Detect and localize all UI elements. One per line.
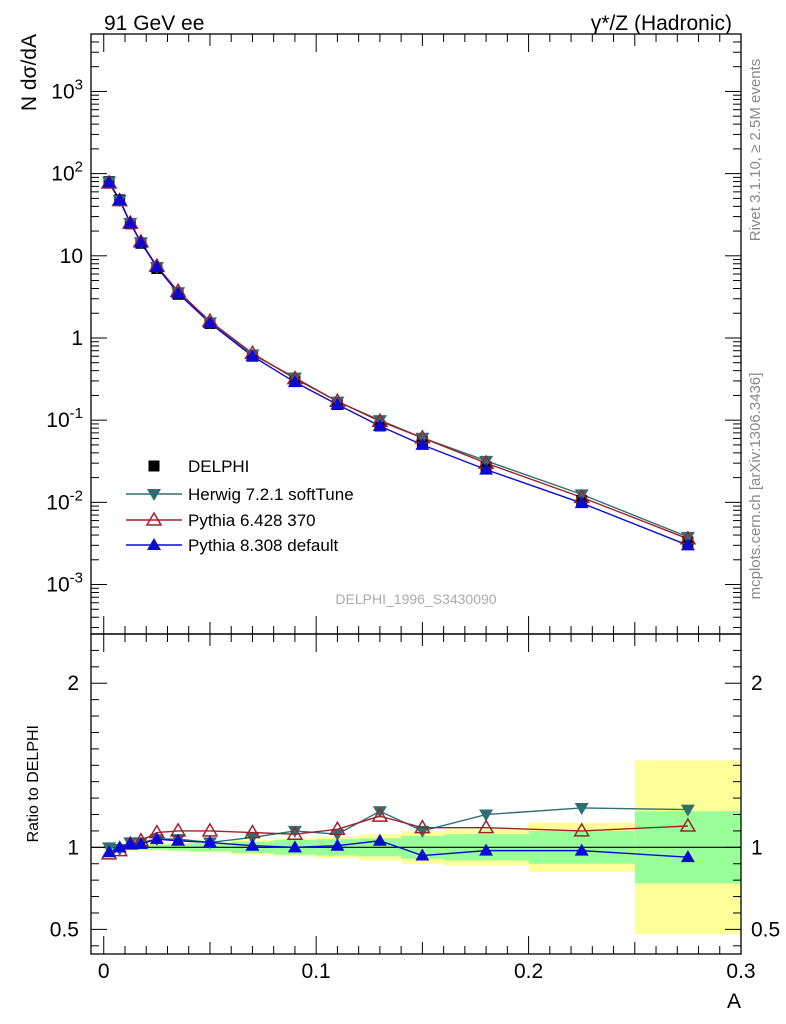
legend-label-herwig: Herwig 7.2.1 softTune xyxy=(188,485,354,504)
x-tick-label: 0 xyxy=(98,960,110,983)
x-tick-label: 0.2 xyxy=(514,960,543,983)
pythia8-ratio-marker xyxy=(574,843,589,856)
herwig-main-line xyxy=(108,181,689,538)
herwig-main-marker xyxy=(479,455,494,468)
pythia8-ratio-marker xyxy=(415,848,430,861)
legend: DELPHI Herwig 7.2.1 softTune Pythia 6.428 … xyxy=(126,457,354,555)
pythia6-ratio-marker xyxy=(414,819,431,834)
herwig-ratio-marker xyxy=(287,825,302,838)
legend-marker-pythia8 xyxy=(147,538,161,550)
pythia8-main-marker xyxy=(574,496,589,509)
main-y-tick-label: 103 xyxy=(51,76,83,103)
ratio-y-tick-label: 2 xyxy=(67,672,79,695)
pythia8-main-marker xyxy=(112,192,127,205)
herwig-ratio-marker xyxy=(574,802,589,815)
pythia8-main-marker xyxy=(680,538,695,551)
herwig-ratio-marker xyxy=(330,829,345,842)
herwig-main-marker xyxy=(574,489,589,502)
herwig-ratio-marker xyxy=(479,809,494,822)
pythia8-main-marker xyxy=(202,316,217,329)
herwig-ratio-marker xyxy=(245,832,260,845)
mcplots-reference-label: mcplots.cern.ch [arXiv:1306.3436] xyxy=(747,373,764,600)
ratio-y-tick-label: 1 xyxy=(67,836,79,859)
pythia8-ratio-marker xyxy=(102,845,117,858)
pythia6-ratio-marker xyxy=(201,822,219,837)
ratio-y-axis-label: Ratio to DELPHI xyxy=(25,725,42,842)
x-axis-label: A xyxy=(727,990,741,1013)
pythia8-main-marker xyxy=(133,235,148,248)
pythia8-ratio-marker xyxy=(287,840,302,853)
legend-marker-pythia6 xyxy=(145,511,163,526)
legend-marker-delphi xyxy=(148,460,160,472)
pythia8-main-marker xyxy=(123,216,138,229)
legend-label-delphi: DELPHI xyxy=(188,457,249,476)
herwig-main-marker xyxy=(680,531,695,544)
x-tick-label: 0.1 xyxy=(302,960,331,983)
pythia8-ratio-marker xyxy=(123,837,138,850)
main-y-tick-label: 1 xyxy=(71,327,83,350)
pythia8-main-marker xyxy=(287,375,302,388)
legend-marker-herwig xyxy=(147,489,161,501)
pythia8-ratio-marker xyxy=(680,850,695,863)
pythia6-ratio-marker xyxy=(329,820,346,836)
legend-label-pythia8: Pythia 8.308 default xyxy=(188,536,339,555)
x-tick-label: 0.3 xyxy=(726,960,755,983)
pythia8-ratio-marker xyxy=(330,838,345,851)
pythia8-ratio-marker xyxy=(372,833,387,846)
pythia8-main-marker xyxy=(171,286,186,299)
ratio-y-tick-label-right: 0.5 xyxy=(751,918,780,941)
herwig-ratio-marker xyxy=(372,806,387,819)
rivet-version-label: Rivet 3.1.10, ≥ 2.5M events xyxy=(747,59,764,242)
pythia8-ratio-marker xyxy=(171,833,186,846)
main-y-tick-label: 102 xyxy=(51,159,83,186)
pythia8-main-marker xyxy=(479,462,494,475)
pythia8-main-marker xyxy=(149,260,164,273)
pythia6-ratio-marker xyxy=(679,817,697,832)
legend-label-pythia6: Pythia 6.428 370 xyxy=(188,511,316,530)
main-y-tick-label: 10-2 xyxy=(46,487,83,514)
pythia8-main-marker xyxy=(415,437,430,450)
ratio-y-tick-label: 0.5 xyxy=(50,918,79,941)
main-y-tick-label: 10 xyxy=(60,245,83,268)
pythia8-ratio-marker xyxy=(112,840,127,853)
pythia8-main-marker xyxy=(372,418,387,431)
pythia6-ratio-marker xyxy=(573,822,590,837)
pythia8-ratio-marker xyxy=(479,843,494,856)
herwig-ratio-marker xyxy=(680,804,695,817)
pythia8-ratio-marker xyxy=(133,837,148,850)
pythia8-main-marker xyxy=(245,349,260,362)
pythia6-ratio-marker xyxy=(371,807,389,822)
pythia6-ratio-marker xyxy=(286,825,304,840)
main-y-tick-label: 10-3 xyxy=(46,570,83,597)
pythia8-main-marker xyxy=(102,175,117,188)
pythia8-main-marker xyxy=(330,397,345,410)
energy-label: 91 GeV ee xyxy=(104,12,204,35)
process-label: γ*/Z (Hadronic) xyxy=(591,12,732,35)
ratio-panel: 0 0.1 0.2 0.3 0.5 0.5 1 1 2 2 xyxy=(50,633,780,983)
pythia6-ratio-marker xyxy=(244,824,261,839)
pythia8-ratio-marker xyxy=(245,838,260,851)
pythia8-ratio-marker xyxy=(149,832,164,845)
ratio-plot-frame xyxy=(90,633,742,955)
analysis-id-label: DELPHI_1996_S3430090 xyxy=(335,591,496,607)
main-y-tick-label: 10-1 xyxy=(46,405,83,432)
pythia8-ratio-marker xyxy=(202,835,217,848)
ratio-y-tick-label-right: 2 xyxy=(751,672,763,695)
main-y-axis-label: N dσ/dA xyxy=(18,34,41,111)
ratio-y-tick-label-right: 1 xyxy=(751,836,763,859)
pythia6-ratio-marker xyxy=(477,819,495,834)
